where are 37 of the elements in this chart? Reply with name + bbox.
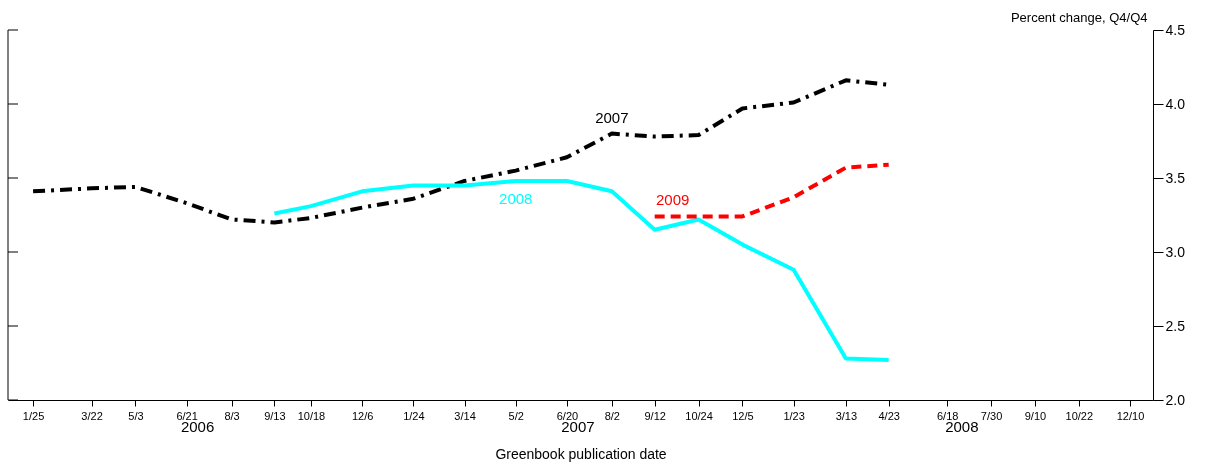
x-tick-label: 10/22	[1065, 409, 1094, 422]
x-tick-label: 5/3	[128, 409, 144, 422]
y-tick-label: 2.5	[1165, 317, 1186, 334]
y-axis-title: Percent change, Q4/Q4	[1010, 9, 1148, 25]
x-tick-label: 7/30	[980, 409, 1003, 422]
x-axis-title: Greenbook publication date	[495, 445, 667, 462]
x-tick-label: 9/12	[644, 409, 666, 422]
x-tick-label: 8/2	[604, 409, 620, 422]
series-label: 2008	[499, 189, 533, 207]
y-tick-label: 4.0	[1165, 95, 1186, 112]
x-tick-label: 12/10	[1116, 409, 1145, 422]
x-tick-label: 12/5	[732, 409, 754, 422]
x-tick-label: 3/22	[81, 409, 103, 422]
line-series	[272, 178, 891, 363]
x-tick-label: 9/13	[264, 409, 286, 422]
series-label: 2009	[655, 191, 690, 209]
x-tick-label: 6/18	[936, 409, 959, 422]
line-series	[652, 162, 891, 219]
x-tick-label: 12/6	[351, 409, 374, 422]
x-tick-label: 6/20	[556, 409, 579, 422]
y-tick-label: 2.0	[1165, 391, 1186, 408]
x-tick-label: 10/18	[297, 409, 326, 422]
y-tick-label: 3.5	[1165, 169, 1186, 186]
x-tick-label: 9/10	[1024, 409, 1047, 422]
x-tick-label: 3/13	[835, 409, 858, 422]
x-tick-label: 8/3	[224, 409, 240, 422]
series-label: 2007	[595, 108, 629, 126]
x-tick-label: 1/24	[403, 409, 425, 422]
x-tick-label: 10/24	[685, 409, 713, 422]
x-tick-label: 1/25	[22, 409, 45, 422]
x-tick-label: 5/2	[508, 409, 524, 422]
x-tick-label: 3/14	[454, 409, 476, 422]
y-tick-label: 3.0	[1165, 243, 1186, 260]
y-tick-label: 4.5	[1165, 21, 1186, 38]
x-tick-label: 4/23	[878, 409, 900, 422]
x-tick-label: 1/23	[783, 409, 805, 422]
x-tick-label: 6/21	[176, 409, 198, 422]
